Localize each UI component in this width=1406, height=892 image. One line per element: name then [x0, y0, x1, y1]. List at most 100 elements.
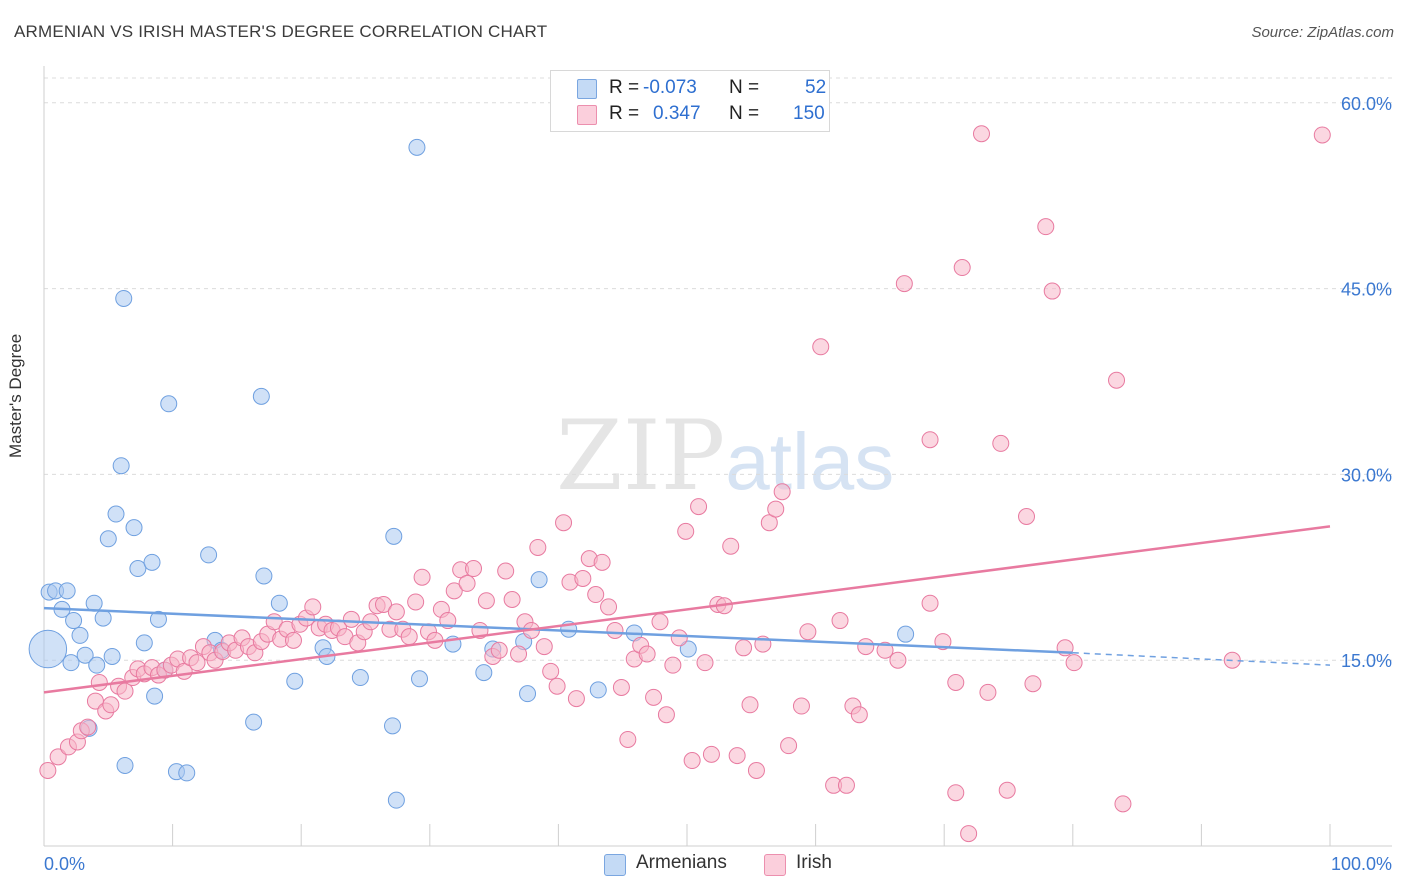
data-point-irish: [677, 522, 695, 540]
data-point-armenians: [115, 289, 133, 307]
data-point-irish: [1114, 795, 1132, 813]
data-point-irish: [780, 737, 798, 755]
data-point-armenians: [475, 664, 493, 682]
data-point-irish: [657, 706, 675, 724]
data-point-armenians: [112, 457, 130, 475]
data-point-irish: [728, 747, 746, 765]
data-point-irish: [889, 651, 907, 669]
legend-r-label: R =: [609, 103, 640, 124]
data-point-armenians: [270, 594, 288, 612]
chart-title: ARMENIAN VS IRISH MASTER'S DEGREE CORREL…: [14, 22, 548, 41]
data-point-armenians: [143, 553, 161, 571]
data-point-irish: [857, 638, 875, 656]
data-point-irish: [548, 677, 566, 695]
bottom-legend-label: Irish: [796, 852, 832, 873]
legend-r-label: R =: [609, 77, 640, 98]
data-point-irish: [529, 538, 547, 556]
data-point-irish: [651, 613, 669, 631]
data-point-irish: [670, 629, 688, 647]
watermark-zip: ZIP: [556, 400, 726, 512]
data-point-armenians: [385, 527, 403, 545]
data-point-armenians: [519, 685, 537, 703]
data-point-irish: [1037, 218, 1055, 236]
x-tick-label: 100.0%: [1331, 854, 1392, 874]
data-point-irish: [90, 673, 108, 691]
data-point-irish: [638, 645, 656, 663]
source-label: Source: ZipAtlas.com: [1251, 24, 1394, 41]
correlation-legend: R = -0.073 N = 52 R = 0.347 N = 150: [550, 70, 830, 132]
data-point-irish: [979, 683, 997, 701]
data-point-irish: [284, 631, 302, 649]
data-point-irish: [503, 590, 521, 608]
data-point-armenians: [71, 626, 89, 644]
legend-n-value: 52: [805, 77, 827, 98]
data-point-irish: [387, 603, 405, 621]
data-point-irish: [645, 688, 663, 706]
legend-swatch-irish: [577, 105, 597, 125]
legend-n-label: N =: [729, 103, 760, 124]
data-point-irish: [1108, 371, 1126, 389]
data-point-armenians: [589, 681, 607, 699]
data-point-armenians: [94, 609, 112, 627]
data-point-irish: [998, 781, 1016, 799]
x-tick-label: 0.0%: [44, 854, 85, 874]
data-point-irish: [542, 662, 560, 680]
data-point-irish: [735, 639, 753, 657]
data-point-armenians: [351, 669, 369, 687]
data-point-armenians: [129, 560, 147, 578]
data-point-armenians: [252, 387, 270, 405]
data-point-armenians: [160, 395, 178, 413]
legend-n-label: N =: [729, 77, 760, 98]
data-point-irish: [49, 748, 67, 766]
data-point-irish: [741, 696, 759, 714]
data-point-irish: [574, 569, 592, 587]
data-point-irish: [593, 553, 611, 571]
data-point-irish: [612, 678, 630, 696]
data-point-irish: [664, 656, 682, 674]
bottom-swatch-irish: [764, 854, 786, 876]
data-point-irish: [606, 621, 624, 639]
legend-r-value: 0.347: [653, 103, 701, 124]
data-point-irish: [831, 612, 849, 630]
data-point-armenians: [103, 647, 121, 665]
data-point-irish: [477, 592, 495, 610]
data-point-irish: [490, 641, 508, 659]
data-point-irish: [921, 594, 939, 612]
y-tick-label: 60.0%: [1341, 94, 1392, 114]
data-point-irish: [1043, 282, 1061, 300]
data-point-irish: [690, 498, 708, 516]
legend-r-value: -0.073: [643, 77, 697, 98]
data-point-armenians: [76, 646, 94, 664]
data-point-armenians: [85, 594, 103, 612]
trend-line-irish: [43, 525, 1331, 694]
data-point-armenians: [384, 717, 402, 735]
data-point-irish: [812, 338, 830, 356]
data-point-irish: [683, 752, 701, 770]
watermark-atlas: atlas: [725, 417, 895, 506]
data-point-irish: [400, 628, 418, 646]
legend-n-value: 150: [793, 103, 825, 124]
data-point-irish: [767, 500, 785, 518]
data-point-armenians: [411, 670, 429, 688]
data-point-irish: [953, 259, 971, 277]
data-point-armenians: [28, 629, 68, 669]
data-point-irish: [304, 598, 322, 616]
data-point-armenians: [107, 505, 125, 523]
data-point-irish: [792, 697, 810, 715]
data-point-irish: [760, 514, 778, 532]
data-point-irish: [850, 706, 868, 724]
data-point-irish: [992, 434, 1010, 452]
data-point-irish: [722, 537, 740, 555]
data-point-armenians: [65, 612, 83, 630]
data-point-armenians: [178, 764, 196, 782]
data-point-armenians: [200, 546, 218, 564]
data-point-irish: [619, 730, 637, 748]
data-point-irish: [934, 633, 952, 651]
data-point-armenians: [408, 138, 426, 156]
y-axis-label: Master's Degree: [6, 333, 25, 458]
data-point-armenians: [58, 582, 76, 600]
data-point-irish: [413, 568, 431, 586]
data-point-irish: [799, 623, 817, 641]
data-point-irish: [921, 431, 939, 449]
